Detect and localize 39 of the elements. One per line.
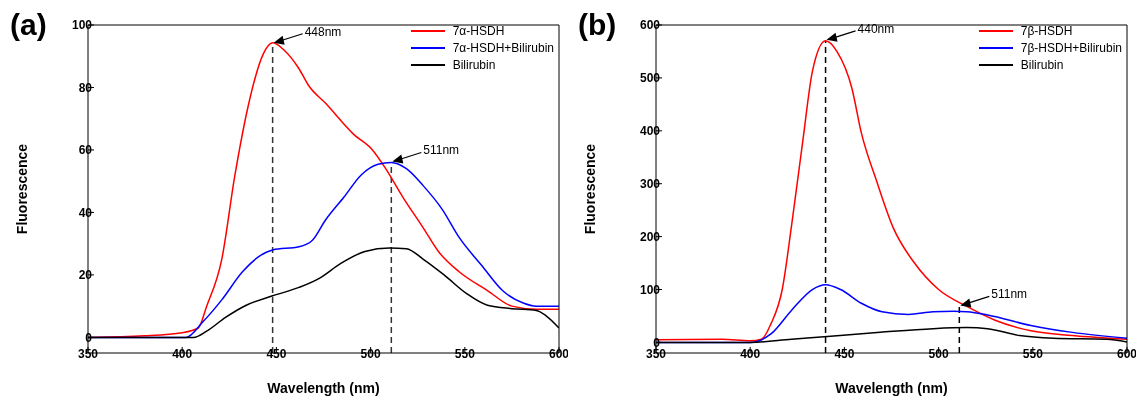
x-tick-label: 500	[928, 346, 949, 361]
annotation: 511nm	[991, 287, 1028, 302]
legend-label: Bilirubin	[1020, 58, 1064, 72]
y-axis-title: Fluorescence	[13, 143, 30, 235]
y-tick-label: 500	[639, 71, 661, 86]
y-tick-label: 40	[78, 205, 93, 220]
x-axis-title: Wavelength (nm)	[835, 380, 948, 396]
x-tick-label: 350	[77, 346, 99, 361]
x-tick-label: 500	[360, 346, 381, 361]
x-tick-label: 450	[834, 346, 855, 361]
x-tick-label: 400	[172, 346, 193, 361]
x-tick-label: 600	[1116, 346, 1138, 361]
x-tick-label: 550	[454, 346, 476, 361]
x-tick-label: 450	[266, 346, 287, 361]
x-axis-title: Wavelength (nm)	[267, 380, 380, 396]
legend-label: 7β-HSDH	[1020, 24, 1073, 38]
annotation: 440nm	[857, 21, 895, 36]
y-tick-label: 400	[639, 124, 661, 139]
annotation: 511nm	[423, 143, 460, 158]
y-tick-label: 20	[78, 268, 93, 283]
y-tick-label: 100	[639, 282, 661, 297]
y-tick-label: 60	[78, 143, 93, 158]
legend-label: 7α-HSDH+Bilirubin	[452, 41, 554, 55]
y-tick-label: 600	[639, 18, 661, 33]
legend-label: Bilirubin	[452, 58, 496, 72]
y-tick-label: 300	[639, 176, 661, 191]
y-axis-title: Fluorescence	[581, 143, 598, 235]
y-tick-label: 0	[85, 330, 93, 345]
annotation: 448nm	[304, 24, 342, 39]
legend-label: 7β-HSDH+Bilirubin	[1020, 41, 1122, 55]
x-tick-label: 400	[740, 346, 761, 361]
x-tick-label: 600	[548, 346, 570, 361]
y-tick-label: 100	[71, 18, 93, 33]
x-tick-label: 550	[1022, 346, 1044, 361]
y-tick-label: 80	[78, 80, 93, 95]
legend-label: 7α-HSDH	[452, 24, 505, 38]
chart-title: (b)	[578, 8, 617, 42]
y-tick-label: 200	[639, 229, 661, 244]
chart-title: (a)	[10, 8, 47, 42]
